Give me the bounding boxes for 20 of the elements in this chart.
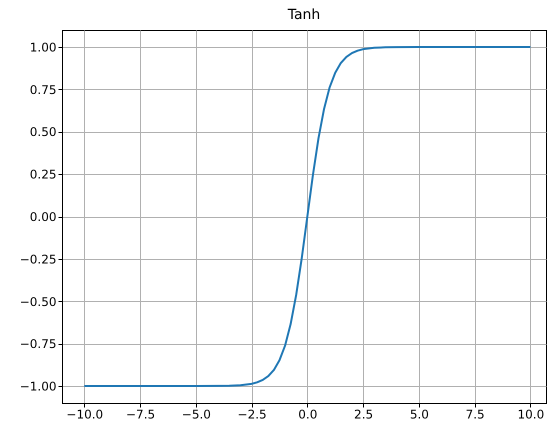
y-tick-label: −1.00 (20, 380, 56, 394)
line-series (83, 46, 532, 388)
chart-title: Tanh (286, 7, 320, 23)
y-tick-label: −0.50 (20, 294, 56, 309)
y-tick-label: 0.00 (30, 210, 56, 224)
x-tick-label: −10.0 (66, 408, 104, 422)
y-tick-label: 1.00 (30, 40, 56, 54)
x-tick-label: −5.0 (182, 408, 211, 422)
y-tick-label: −0.25 (20, 252, 56, 266)
y-tick-label: 0.50 (30, 125, 56, 140)
x-tick-label: 10.0 (518, 408, 544, 422)
y-tick-label: 0.75 (30, 82, 56, 97)
x-tick-label: 7.5 (466, 408, 485, 422)
x-tick-label: 5.0 (410, 408, 429, 422)
y-tick-label: −0.75 (20, 337, 56, 352)
x-tick-label: −2.5 (238, 408, 267, 422)
y-tick-label: 0.25 (30, 168, 56, 182)
x-tick-label: −7.5 (126, 408, 156, 422)
x-tick-label: 2.5 (354, 408, 374, 422)
x-tick-label: 0.0 (298, 408, 318, 422)
